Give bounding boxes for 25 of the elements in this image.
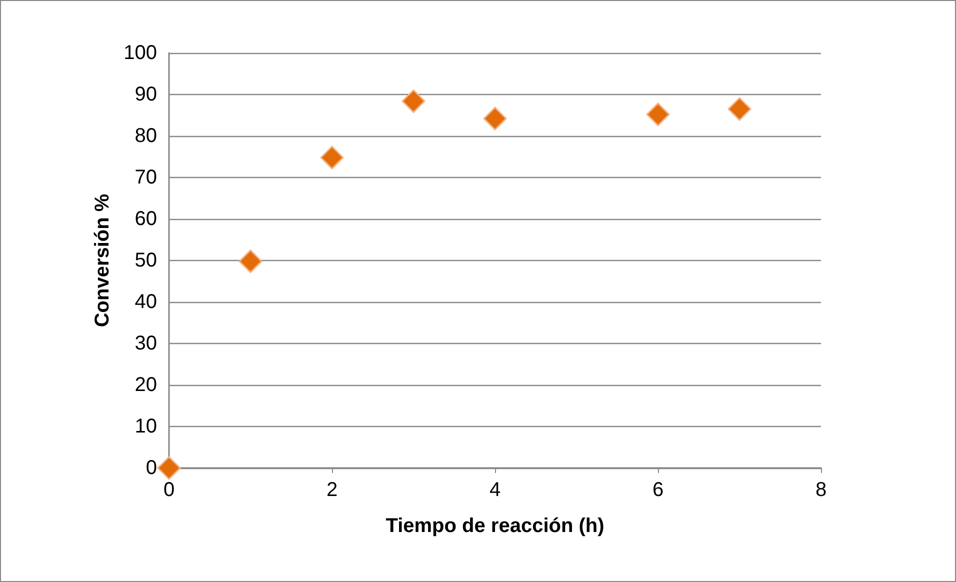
y-tick-label: 40	[134, 291, 157, 313]
x-tick-label: 6	[652, 479, 664, 501]
x-tick-label: 2	[326, 479, 338, 501]
y-axis-title: Conversión %	[92, 194, 114, 328]
y-tick-label: 20	[134, 374, 157, 396]
y-tick-label: 30	[134, 332, 157, 354]
point	[402, 89, 426, 113]
y-tick-label: 80	[134, 125, 157, 147]
y-tick-label: 60	[134, 208, 157, 230]
y-tick-label: 70	[134, 166, 157, 188]
x-tick-label: 0	[163, 479, 175, 501]
point	[728, 97, 752, 121]
x-tick-label: 8	[815, 479, 827, 501]
y-tick-label: 90	[134, 84, 157, 106]
y-tick-label: 100	[124, 42, 157, 64]
point	[157, 456, 181, 480]
point	[238, 250, 262, 274]
x-axis-title: Tiempo de reacción (h)	[386, 515, 604, 537]
y-tick-label: 0	[146, 457, 157, 479]
y-tick-label: 50	[134, 250, 157, 272]
point	[646, 102, 670, 126]
point	[483, 106, 507, 130]
y-tick-label: 10	[134, 416, 157, 438]
x-tick-label: 4	[489, 479, 501, 501]
point	[320, 146, 344, 170]
